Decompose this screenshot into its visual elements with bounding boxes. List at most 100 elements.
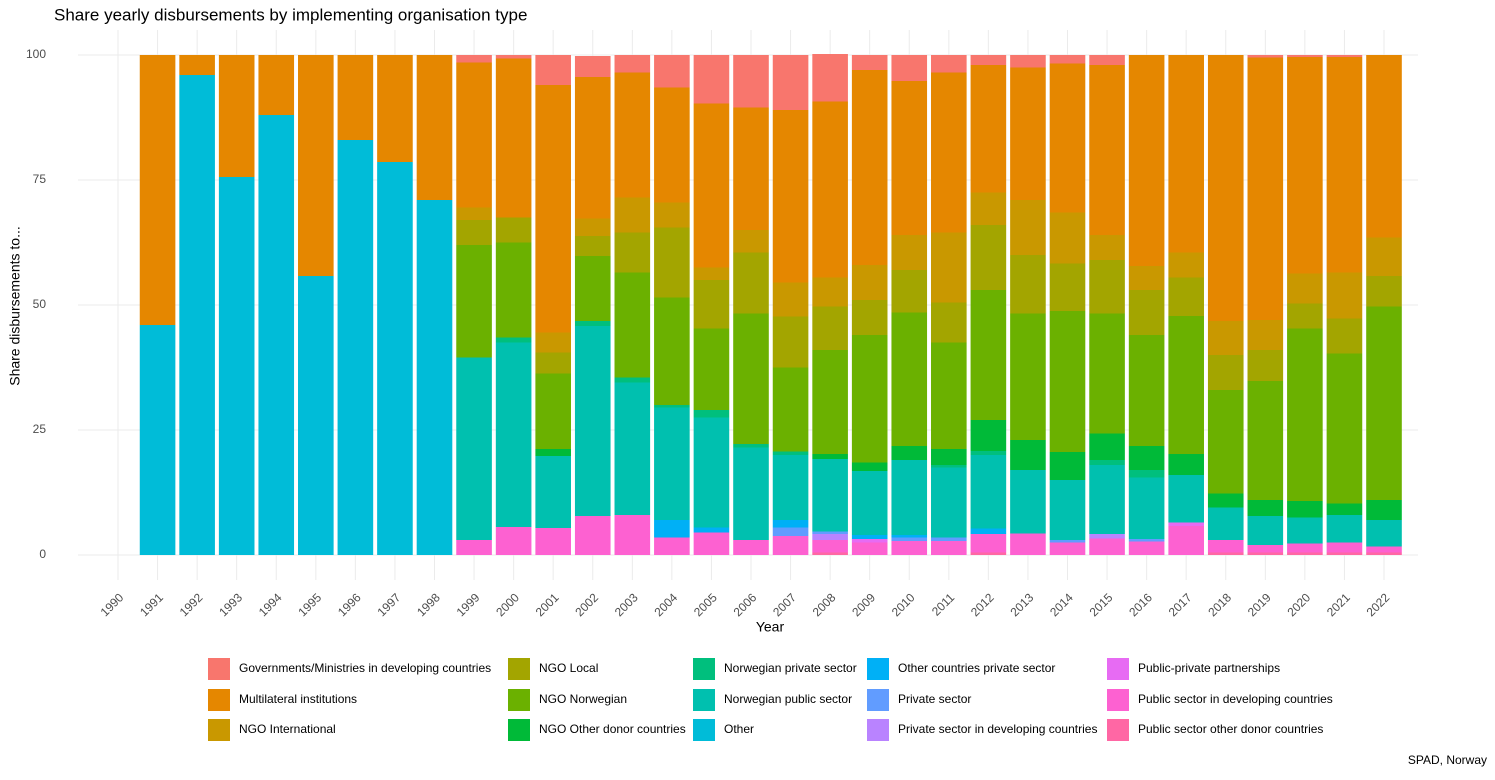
legend-key	[867, 689, 889, 711]
x-tick-label: 2015	[1087, 590, 1116, 619]
bar-segment	[970, 225, 1007, 290]
bar-segment	[1247, 552, 1284, 555]
bar-segment	[1089, 538, 1125, 555]
bar-segment	[1326, 57, 1363, 273]
bar-segment	[495, 342, 532, 527]
bar-segment	[1128, 55, 1165, 266]
bar-segment	[139, 325, 176, 555]
bar-segment	[1049, 542, 1086, 555]
bar-segment	[733, 540, 769, 555]
bar-segment	[812, 454, 848, 459]
bar-segment	[1366, 55, 1402, 238]
bar-segment	[891, 541, 928, 555]
bar-segment	[1049, 212, 1086, 264]
bar-segment	[1089, 65, 1125, 235]
x-tick-label: 2021	[1324, 590, 1353, 619]
bar-segment	[535, 456, 571, 528]
y-tick-label: 0	[39, 547, 46, 561]
bar-segment	[1089, 433, 1125, 460]
bar-segment	[693, 55, 730, 104]
bar-segment	[337, 55, 374, 140]
y-axis-title: Share disbursements to...	[7, 226, 23, 386]
legend-key	[208, 689, 230, 711]
bar-segment	[1207, 321, 1244, 355]
bar-segment	[891, 235, 928, 270]
legend-label: NGO Other donor countries	[539, 722, 686, 736]
bar-segment	[772, 367, 809, 452]
y-tick-label: 25	[33, 422, 47, 436]
bar-segment	[931, 55, 967, 73]
bar-segment	[535, 528, 571, 555]
bar-segment	[1049, 55, 1086, 64]
bar-segment	[851, 539, 888, 543]
bar-segment	[1010, 55, 1046, 68]
x-tick-label: 1999	[454, 590, 483, 619]
x-tick-label: 1994	[256, 590, 285, 619]
bar-segment	[1326, 318, 1363, 354]
bar-segment	[495, 527, 532, 555]
bar-segment	[614, 197, 651, 233]
bar-segment	[574, 77, 611, 219]
bar-segment	[654, 537, 690, 555]
legend-key	[1107, 719, 1129, 741]
x-tick-label: 1997	[375, 590, 404, 619]
x-tick-label: 1992	[177, 590, 206, 619]
bar-segment	[654, 297, 690, 405]
bar-segment	[1247, 545, 1284, 553]
legend-key	[693, 719, 715, 741]
bar-segment	[1207, 55, 1244, 321]
bar-segment	[772, 520, 809, 528]
bar-segment	[1247, 516, 1284, 545]
x-tick-label: 1993	[216, 590, 245, 619]
bar-segment	[970, 451, 1007, 455]
bar-segment	[1089, 460, 1125, 465]
bar-segment	[1128, 266, 1165, 290]
bar-segment	[495, 242, 532, 338]
bar-segment	[535, 332, 571, 353]
bar-segment	[931, 232, 967, 303]
x-tick-label: 1991	[137, 590, 166, 619]
bar-segment	[1366, 237, 1402, 276]
bar-segment	[733, 230, 769, 253]
bar-segment	[970, 552, 1007, 555]
bar-segment	[179, 55, 215, 75]
bar-segment	[812, 54, 848, 102]
x-tick-label: 1995	[295, 590, 324, 619]
bar-segment	[1326, 515, 1363, 543]
bar-segment	[218, 177, 255, 555]
bar-segment	[693, 417, 730, 528]
bar-segment	[179, 75, 215, 555]
bar-segment	[535, 449, 571, 456]
bar-segment	[1207, 355, 1244, 390]
bar-segment	[574, 256, 611, 321]
bar-segment	[654, 405, 690, 408]
bar-segment	[812, 459, 848, 532]
x-tick-label: 1996	[335, 590, 364, 619]
bar-segment	[1168, 454, 1204, 475]
bar-segment	[456, 62, 492, 208]
bar-segment	[337, 140, 374, 555]
bar-segment	[1207, 390, 1244, 494]
bar-segment	[1128, 541, 1165, 555]
bar-segment	[614, 72, 651, 198]
bar-segment	[970, 528, 1007, 534]
bar-segment	[1326, 542, 1363, 553]
bar-segment	[851, 300, 888, 335]
bar-segment	[1010, 533, 1046, 555]
x-axis-title: Year	[756, 619, 785, 635]
x-tick-label: 2022	[1364, 590, 1393, 619]
bar-segment	[258, 55, 295, 115]
legend-key	[208, 719, 230, 741]
bar-segment	[1366, 520, 1402, 547]
bar-segment	[1089, 260, 1125, 314]
x-tick-label: 2004	[651, 590, 680, 619]
bar-segment	[1049, 452, 1086, 480]
x-tick-label: 2016	[1126, 590, 1155, 619]
bar-segment	[1207, 493, 1244, 508]
x-tick-label: 1998	[414, 590, 443, 619]
bar-segment	[891, 81, 928, 235]
bar-segment	[970, 534, 1007, 553]
bar-segment	[812, 306, 848, 350]
bar-segment	[1207, 552, 1244, 555]
bar-segment	[574, 326, 611, 516]
